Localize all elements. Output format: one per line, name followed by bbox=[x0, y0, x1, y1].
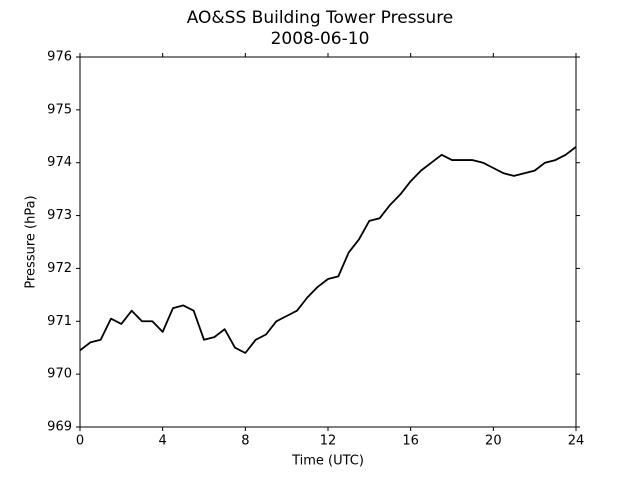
data-line bbox=[79, 146, 577, 354]
y-tick-label: 976 bbox=[47, 50, 72, 65]
chart-subtitle: 2008-06-10 bbox=[271, 29, 370, 49]
y-tick-label: 970 bbox=[47, 367, 72, 382]
x-tick-label: 20 bbox=[485, 434, 502, 449]
x-tick-label: 24 bbox=[568, 434, 585, 449]
y-tick-label: 971 bbox=[47, 314, 72, 329]
x-axis-label: Time (UTC) bbox=[291, 454, 364, 469]
x-tick-label: 12 bbox=[320, 434, 337, 449]
x-tick-label: 0 bbox=[76, 434, 84, 449]
y-tick-label: 975 bbox=[47, 102, 72, 117]
y-tick-label: 969 bbox=[47, 420, 72, 435]
plot-frame bbox=[79, 56, 577, 428]
y-tick-label: 972 bbox=[47, 261, 72, 276]
y-axis-label: Pressure (hPa) bbox=[24, 195, 39, 288]
chart-title: AO&SS Building Tower Pressure bbox=[187, 8, 454, 28]
x-tick-label: 8 bbox=[241, 434, 249, 449]
x-tick-label: 4 bbox=[159, 434, 167, 449]
x-tick-label: 16 bbox=[402, 434, 419, 449]
y-tick-label: 974 bbox=[47, 155, 72, 170]
y-tick-label: 973 bbox=[47, 208, 72, 223]
